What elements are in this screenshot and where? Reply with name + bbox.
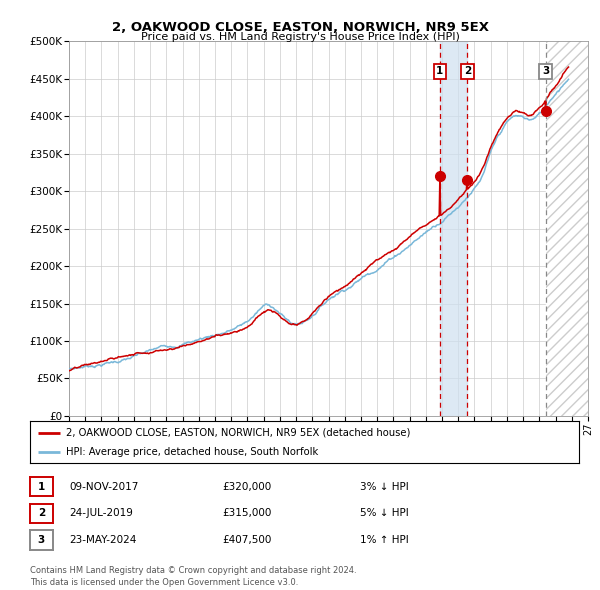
Text: 2: 2 (464, 66, 471, 76)
Text: 23-MAY-2024: 23-MAY-2024 (69, 535, 136, 545)
Text: HPI: Average price, detached house, South Norfolk: HPI: Average price, detached house, Sout… (65, 447, 318, 457)
Text: 3: 3 (542, 66, 549, 76)
Text: £407,500: £407,500 (222, 535, 271, 545)
Text: 5% ↓ HPI: 5% ↓ HPI (360, 509, 409, 518)
Text: Price paid vs. HM Land Registry's House Price Index (HPI): Price paid vs. HM Land Registry's House … (140, 32, 460, 42)
Text: 24-JUL-2019: 24-JUL-2019 (69, 509, 133, 518)
Bar (440, 41, 467, 416)
Text: 3: 3 (38, 535, 45, 545)
Text: 1: 1 (38, 482, 45, 491)
Text: 1: 1 (436, 66, 443, 76)
Text: £315,000: £315,000 (222, 509, 271, 518)
Text: 3% ↓ HPI: 3% ↓ HPI (360, 482, 409, 491)
Text: 09-NOV-2017: 09-NOV-2017 (69, 482, 139, 491)
Bar (545, 41, 588, 416)
Text: 1% ↑ HPI: 1% ↑ HPI (360, 535, 409, 545)
Text: 2, OAKWOOD CLOSE, EASTON, NORWICH, NR9 5EX: 2, OAKWOOD CLOSE, EASTON, NORWICH, NR9 5… (112, 21, 488, 34)
Bar (545, 41, 588, 416)
Text: Contains HM Land Registry data © Crown copyright and database right 2024.
This d: Contains HM Land Registry data © Crown c… (30, 566, 356, 587)
Text: £320,000: £320,000 (222, 482, 271, 491)
Text: 2: 2 (38, 509, 45, 518)
Text: 2, OAKWOOD CLOSE, EASTON, NORWICH, NR9 5EX (detached house): 2, OAKWOOD CLOSE, EASTON, NORWICH, NR9 5… (65, 428, 410, 438)
